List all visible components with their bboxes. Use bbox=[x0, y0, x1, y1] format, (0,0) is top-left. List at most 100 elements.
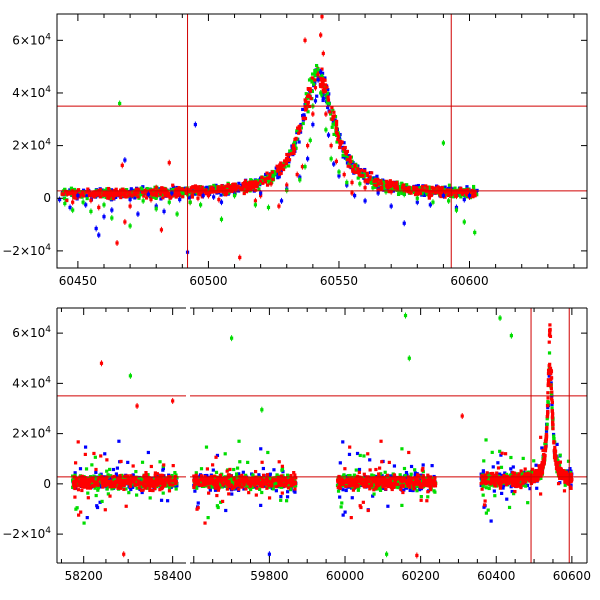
top-data-point bbox=[430, 185, 434, 189]
top-data-point bbox=[313, 74, 317, 78]
bottom-data-point bbox=[90, 479, 94, 483]
bottom-data-point bbox=[277, 460, 281, 464]
top-data-point bbox=[338, 141, 343, 146]
top-data-point bbox=[313, 78, 317, 82]
top-data-point bbox=[454, 194, 459, 198]
top-data-point bbox=[127, 193, 132, 197]
bottom-data-point bbox=[344, 488, 348, 493]
top-data-point bbox=[126, 194, 130, 198]
top-data-point bbox=[297, 126, 301, 130]
top-data-point bbox=[160, 193, 165, 197]
bottom-data-point bbox=[73, 486, 77, 491]
bottom-data-point bbox=[253, 484, 257, 488]
top-data-point bbox=[250, 180, 254, 184]
top-data-point bbox=[342, 172, 346, 177]
top-data-point bbox=[427, 196, 431, 200]
top-data-point bbox=[341, 153, 345, 158]
top-data-point bbox=[306, 157, 310, 161]
bottom-data-point bbox=[80, 488, 84, 493]
bottom-data-point bbox=[356, 484, 360, 488]
bottom-data-point bbox=[378, 488, 383, 492]
top-ytick-mantissa: 6×10 bbox=[12, 33, 45, 47]
bottom-data-point bbox=[362, 454, 366, 458]
bottom-data-point bbox=[139, 482, 143, 486]
bottom-data-point bbox=[341, 488, 345, 492]
top-data-point bbox=[291, 143, 295, 147]
bottom-data-point bbox=[119, 459, 123, 464]
bottom-data-point bbox=[86, 496, 90, 500]
top-data-point bbox=[440, 186, 444, 190]
top-data-point bbox=[311, 112, 315, 116]
top-data-point bbox=[162, 209, 166, 214]
top-data-point bbox=[282, 165, 286, 169]
bottom-data-point bbox=[350, 496, 354, 500]
bottom-data-point bbox=[413, 471, 417, 475]
bottom-data-point bbox=[388, 477, 392, 481]
top-data-point bbox=[192, 190, 196, 194]
top-points-layer bbox=[58, 14, 479, 261]
bottom-data-point bbox=[349, 516, 353, 520]
bottom-data-point bbox=[244, 477, 248, 481]
bottom-data-point bbox=[372, 474, 376, 478]
bottom-data-point bbox=[292, 471, 296, 475]
bottom-data-point bbox=[409, 464, 414, 469]
bottom-data-point bbox=[207, 477, 211, 481]
bottom-data-point bbox=[224, 508, 228, 513]
top-data-point bbox=[337, 174, 341, 178]
top-data-point bbox=[358, 182, 362, 186]
top-data-point bbox=[211, 190, 215, 194]
bottom-data-point bbox=[248, 484, 252, 488]
bottom-data-point bbox=[423, 483, 427, 487]
bottom-data-point bbox=[294, 476, 298, 480]
bottom-data-point bbox=[119, 484, 123, 488]
top-data-point bbox=[321, 96, 325, 100]
top-data-point bbox=[428, 194, 432, 198]
top-data-point bbox=[428, 203, 432, 207]
top-data-point bbox=[326, 88, 330, 92]
top-data-point bbox=[319, 91, 323, 95]
top-data-point bbox=[439, 190, 443, 195]
top-data-point bbox=[439, 194, 443, 199]
bottom-data-point bbox=[82, 485, 87, 489]
top-data-point bbox=[344, 154, 348, 158]
top-data-point bbox=[331, 114, 335, 118]
bottom-data-point bbox=[118, 474, 122, 478]
bottom-data-point bbox=[127, 491, 131, 495]
top-data-point bbox=[242, 191, 246, 196]
bottom-data-point bbox=[236, 483, 240, 487]
bottom-data-point bbox=[96, 478, 100, 482]
bottom-data-point bbox=[405, 473, 409, 477]
bottom-data-point bbox=[126, 476, 131, 480]
bottom-data-point bbox=[279, 481, 283, 485]
top-data-point bbox=[170, 194, 174, 198]
top-data-point bbox=[145, 190, 149, 194]
top-data-point bbox=[206, 194, 211, 198]
bottom-data-point bbox=[240, 485, 244, 489]
top-data-point bbox=[67, 191, 71, 195]
bottom-data-point bbox=[270, 483, 274, 487]
bottom-data-point bbox=[98, 473, 102, 477]
top-data-point bbox=[106, 192, 111, 196]
bottom-data-point bbox=[354, 468, 358, 472]
bottom-data-point bbox=[210, 485, 214, 489]
top-data-point bbox=[308, 94, 312, 99]
bottom-data-point bbox=[348, 479, 352, 484]
bottom-data-point bbox=[218, 478, 222, 482]
top-data-point bbox=[129, 193, 134, 197]
bottom-data-point bbox=[142, 480, 147, 484]
top-data-point bbox=[254, 183, 258, 187]
top-panel: 60450 60500 60550 60600−2×10402×1044×1046×1… bbox=[2, 13, 588, 288]
top-data-point bbox=[356, 167, 360, 171]
bottom-data-point bbox=[221, 483, 225, 487]
top-data-point bbox=[441, 141, 446, 145]
bottom-data-point bbox=[227, 484, 232, 489]
top-data-point bbox=[139, 186, 143, 190]
top-data-point bbox=[346, 155, 350, 160]
bottom-data-point bbox=[156, 483, 160, 487]
bottom-data-point bbox=[411, 481, 415, 485]
bottom-data-point bbox=[233, 484, 238, 488]
top-data-point bbox=[170, 191, 174, 195]
top-data-point bbox=[368, 177, 372, 181]
top-ytick-label: −2×104 bbox=[2, 243, 51, 258]
top-data-point bbox=[453, 186, 457, 190]
